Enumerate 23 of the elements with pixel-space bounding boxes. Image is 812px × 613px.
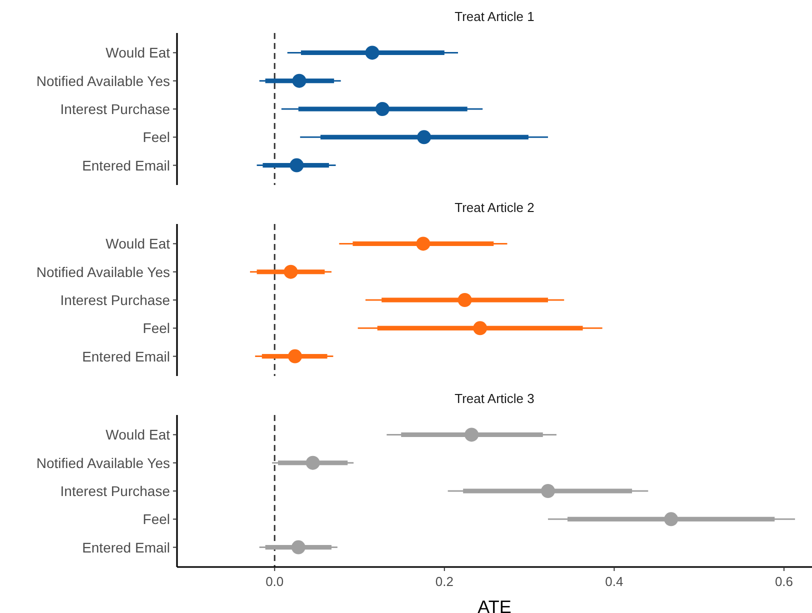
y-tick-label: Entered Email (82, 157, 170, 174)
x-tick-label: 0.4 (605, 574, 624, 589)
y-tick-label: Feel (142, 129, 170, 146)
x-axis-title: ATE (478, 597, 512, 613)
y-tick-label: Would Eat (106, 426, 170, 443)
x-tick-label: 0.6 (774, 574, 794, 589)
y-tick-label: Would Eat (106, 236, 170, 252)
chart-title: Treat Article 3 (454, 391, 534, 406)
y-tick-label: Notified Available Yes (36, 264, 170, 280)
y-tick-label: Feel (142, 320, 170, 336)
y-tick-label: Interest Purchase (60, 483, 170, 499)
y-tick-label: Entered Email (82, 348, 170, 364)
y-tick-label: Feel (142, 511, 170, 528)
y-tick-label: Interest Purchase (60, 292, 170, 308)
chart-title: Treat Article 1 (454, 9, 534, 24)
y-tick-label: Interest Purchase (60, 101, 170, 117)
x-tick-label: 0.2 (435, 574, 454, 589)
y-tick-label: Notified Available Yes (36, 454, 170, 471)
y-tick-label: Would Eat (106, 44, 170, 61)
x-tick-label: 0.0 (266, 574, 284, 589)
y-tick-label: Notified Available Yes (36, 72, 170, 89)
chart-title: Treat Article 2 (454, 200, 534, 215)
y-tick-label: Entered Email (82, 539, 170, 556)
